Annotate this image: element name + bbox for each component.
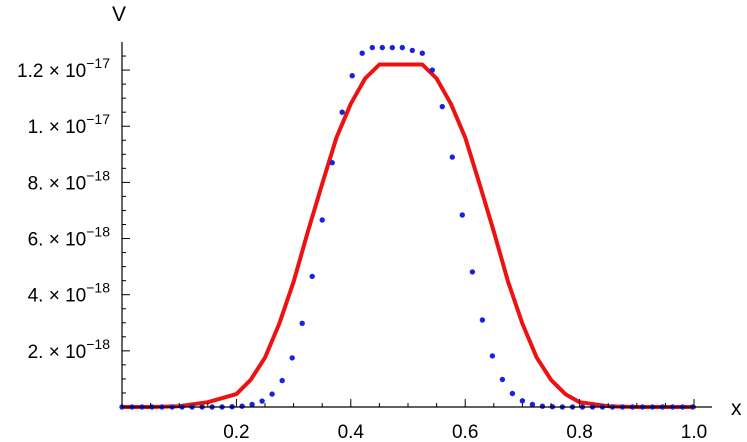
series-point — [509, 390, 516, 397]
x-tick-label: 0.6 — [452, 422, 478, 442]
series-line — [120, 62, 696, 409]
series-point — [359, 50, 365, 56]
series-point — [259, 398, 265, 404]
y-tick-label: 6. × 10−18 — [28, 224, 111, 251]
series-point — [299, 320, 305, 326]
series-point — [349, 73, 355, 79]
series-point — [459, 212, 465, 218]
series-point — [469, 269, 476, 275]
y-axis-label: V — [112, 3, 126, 26]
series-point — [519, 398, 526, 404]
series-point — [389, 44, 395, 51]
series-point — [369, 44, 375, 51]
series-point — [449, 154, 455, 160]
series-point — [279, 377, 285, 384]
series-point — [439, 103, 445, 110]
series-point — [429, 67, 435, 73]
series-point — [309, 273, 315, 280]
series-point — [419, 50, 425, 56]
series-point — [289, 355, 295, 361]
x-tick-label: 0.8 — [566, 422, 592, 442]
series-point — [499, 376, 506, 383]
y-tick-label: 1. × 10−17 — [28, 111, 111, 138]
series-point — [329, 160, 335, 166]
x-tick-label: 0.2 — [223, 422, 249, 442]
y-axis-ticks: 2. × 10−18 4. × 10−18 6. × 10−18 8. × 10−18… — [17, 55, 130, 394]
x-axis-ticks: 0.2 0.4 0.6 0.8 1.0 — [150, 399, 707, 442]
series-point — [239, 403, 245, 409]
series-point — [319, 217, 325, 223]
plot-area — [119, 44, 696, 410]
x-tick-label: 1.0 — [681, 422, 707, 442]
series-point — [269, 391, 275, 397]
y-tick-label: 2. × 10−18 — [28, 336, 111, 363]
series-point — [539, 403, 546, 409]
x-tick-label: 0.4 — [338, 422, 365, 442]
y-tick-label: 1.2 × 10−17 — [17, 55, 110, 82]
series-point — [409, 47, 415, 54]
series-point — [339, 109, 345, 115]
series-point — [529, 401, 536, 408]
series-point — [489, 353, 496, 359]
series-point — [379, 44, 385, 51]
y-tick-label: 4. × 10−18 — [28, 280, 111, 307]
x-axis-label: x — [731, 397, 742, 420]
series-point — [479, 317, 486, 323]
series-point — [399, 44, 405, 51]
series-point — [249, 401, 255, 408]
y-tick-label: 8. × 10−18 — [28, 167, 111, 194]
